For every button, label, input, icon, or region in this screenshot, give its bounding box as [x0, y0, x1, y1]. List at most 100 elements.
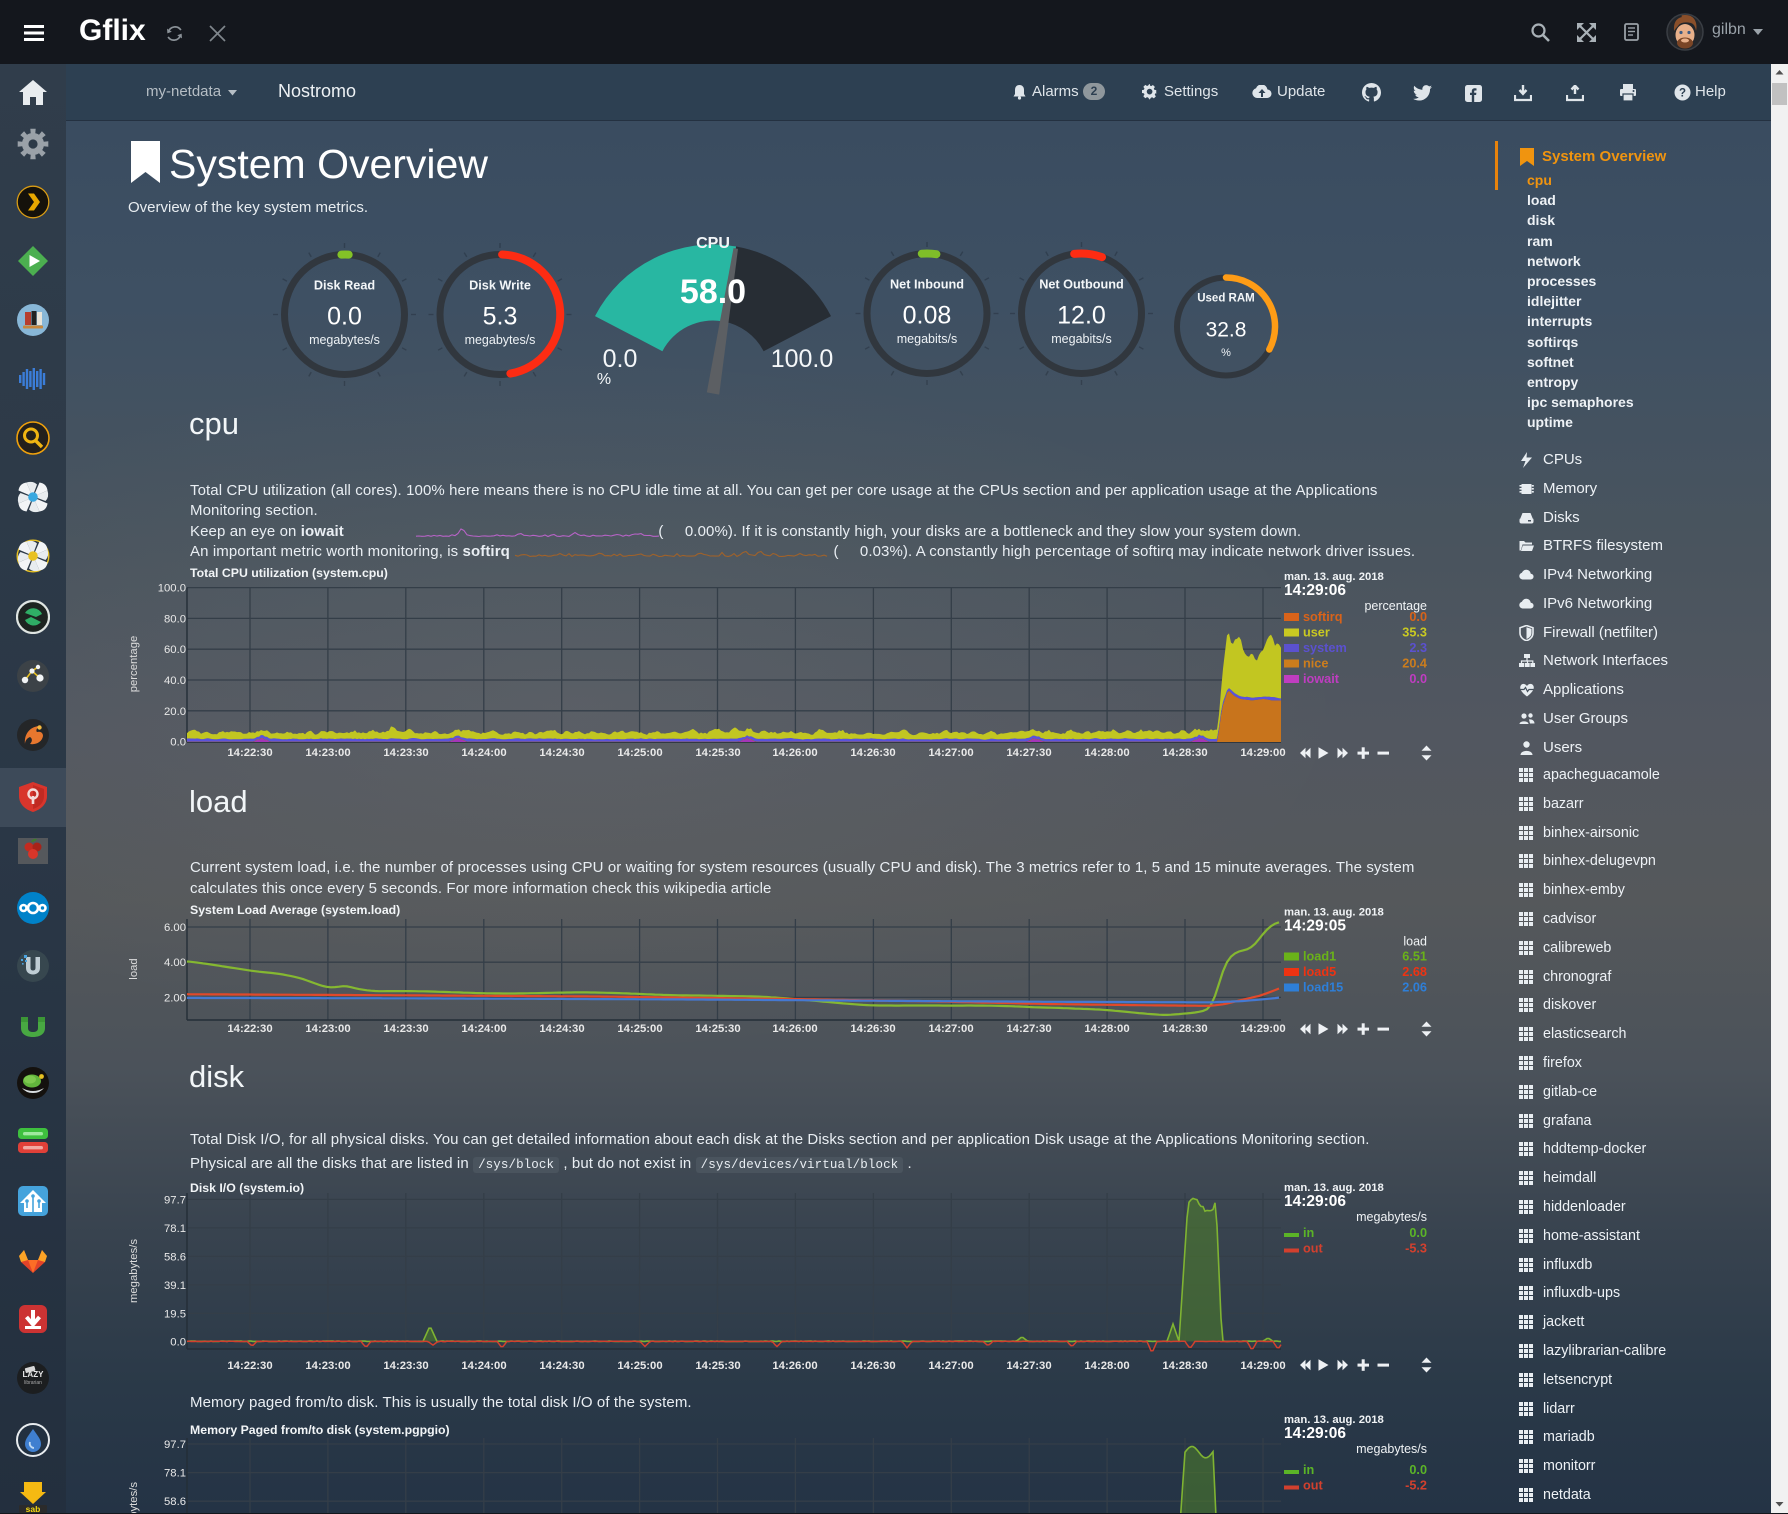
- svg-text:megabytes/s: megabytes/s: [309, 333, 380, 347]
- svg-text:0.08: 0.08: [903, 302, 952, 330]
- svg-text:out: out: [1303, 1479, 1324, 1493]
- svg-text:megabytes/s: megabytes/s: [465, 333, 536, 347]
- svg-text:6.00: 6.00: [164, 922, 186, 934]
- svg-text:14:23:30: 14:23:30: [383, 1023, 428, 1035]
- svg-text:14:25:00: 14:25:00: [617, 747, 662, 759]
- svg-text:%: %: [1221, 347, 1231, 359]
- svg-text:Disk Write: Disk Write: [469, 279, 531, 293]
- svg-text:14:25:30: 14:25:30: [695, 747, 740, 759]
- svg-text:load: load: [128, 958, 140, 979]
- svg-text:14:29:06: 14:29:06: [1284, 1193, 1346, 1210]
- svg-text:iowait: iowait: [1303, 672, 1340, 686]
- svg-text:14:27:00: 14:27:00: [928, 1360, 973, 1372]
- svg-text:14:27:00: 14:27:00: [928, 1023, 973, 1035]
- svg-text:0.0: 0.0: [603, 345, 638, 373]
- svg-text:man. 13. aug. 2018: man. 13. aug. 2018: [1284, 1182, 1384, 1194]
- svg-text:60.0: 60.0: [164, 644, 186, 656]
- svg-text:14:27:30: 14:27:30: [1006, 1360, 1051, 1372]
- svg-text:14:29:00: 14:29:00: [1240, 747, 1285, 759]
- svg-text:0.0: 0.0: [1409, 672, 1427, 686]
- svg-text:Net Outbound: Net Outbound: [1039, 278, 1124, 292]
- svg-text:2.3: 2.3: [1409, 641, 1427, 655]
- svg-text:58.6: 58.6: [164, 1251, 186, 1263]
- svg-text:2.68: 2.68: [1402, 965, 1427, 979]
- svg-text:nice: nice: [1303, 657, 1328, 671]
- svg-text:load5: load5: [1303, 965, 1336, 979]
- svg-text:percentage: percentage: [1364, 599, 1427, 613]
- svg-text:100.0: 100.0: [771, 345, 834, 373]
- svg-text:-5.3: -5.3: [1405, 1242, 1427, 1256]
- svg-text:load1: load1: [1303, 950, 1336, 964]
- svg-text:14:22:30: 14:22:30: [227, 1023, 272, 1035]
- svg-text:14:28:00: 14:28:00: [1084, 1360, 1129, 1372]
- svg-text:14:25:30: 14:25:30: [695, 1360, 740, 1372]
- svg-text:-5.2: -5.2: [1405, 1479, 1427, 1493]
- svg-text:14:28:30: 14:28:30: [1162, 747, 1207, 759]
- svg-text:14:26:00: 14:26:00: [772, 747, 817, 759]
- svg-text:load: load: [1403, 935, 1427, 949]
- svg-text:80.0: 80.0: [164, 613, 186, 625]
- svg-text:14:28:00: 14:28:00: [1084, 747, 1129, 759]
- svg-text:14:26:00: 14:26:00: [772, 1360, 817, 1372]
- svg-text:megabytes/s: megabytes/s: [128, 1482, 140, 1513]
- svg-text:14:26:00: 14:26:00: [772, 1023, 817, 1035]
- svg-text:14:22:30: 14:22:30: [227, 747, 272, 759]
- svg-text:14:28:00: 14:28:00: [1084, 1023, 1129, 1035]
- svg-text:14:26:30: 14:26:30: [850, 1023, 895, 1035]
- svg-text:System Load Average (system.lo: System Load Average (system.load): [190, 903, 400, 917]
- svg-text:megabytes/s: megabytes/s: [1356, 1442, 1427, 1456]
- svg-text:14:27:00: 14:27:00: [928, 747, 973, 759]
- svg-text:14:24:30: 14:24:30: [539, 1360, 584, 1372]
- svg-text:Memory Paged from/to disk (sys: Memory Paged from/to disk (system.pgpgio…: [190, 1423, 450, 1437]
- svg-text:14:25:00: 14:25:00: [617, 1023, 662, 1035]
- svg-text:load15: load15: [1303, 981, 1343, 995]
- svg-text:14:29:05: 14:29:05: [1284, 918, 1346, 935]
- svg-text:Total CPU utilization (system.: Total CPU utilization (system.cpu): [190, 566, 388, 580]
- svg-text:14:27:30: 14:27:30: [1006, 747, 1051, 759]
- svg-text:2.00: 2.00: [164, 992, 186, 1004]
- svg-text:LAZY: LAZY: [23, 1370, 45, 1379]
- svg-text:5.3: 5.3: [483, 303, 518, 331]
- svg-text:in: in: [1303, 1463, 1314, 1477]
- svg-text:softirq: softirq: [1303, 610, 1342, 624]
- svg-text:megabits/s: megabits/s: [1051, 332, 1111, 346]
- svg-text:97.7: 97.7: [164, 1194, 186, 1206]
- svg-text:0.0: 0.0: [1409, 1463, 1427, 1477]
- svg-text:Used RAM: Used RAM: [1197, 293, 1255, 305]
- svg-text:CPU: CPU: [696, 235, 730, 252]
- svg-text:librarian: librarian: [24, 1380, 42, 1386]
- svg-text:man. 13. aug. 2018: man. 13. aug. 2018: [1284, 571, 1384, 583]
- svg-text:system: system: [1303, 641, 1347, 655]
- svg-text:0.0: 0.0: [327, 303, 362, 331]
- svg-text:14:29:06: 14:29:06: [1284, 1425, 1346, 1442]
- svg-text:58.6: 58.6: [164, 1496, 186, 1508]
- svg-text:megabits/s: megabits/s: [897, 332, 957, 346]
- svg-text:sab: sab: [26, 1504, 41, 1514]
- svg-text:Disk I/O (system.io): Disk I/O (system.io): [190, 1181, 304, 1195]
- svg-text:14:29:00: 14:29:00: [1240, 1360, 1285, 1372]
- svg-text:32.8: 32.8: [1206, 319, 1247, 342]
- svg-text:?: ?: [1679, 88, 1686, 100]
- svg-text:Net Inbound: Net Inbound: [890, 278, 964, 292]
- svg-text:14:25:30: 14:25:30: [695, 1023, 740, 1035]
- svg-text:14:23:00: 14:23:00: [305, 1360, 350, 1372]
- svg-text:14:23:00: 14:23:00: [305, 747, 350, 759]
- svg-text:14:26:30: 14:26:30: [850, 1360, 895, 1372]
- svg-text:megabytes/s: megabytes/s: [1356, 1210, 1427, 1224]
- svg-text:percentage: percentage: [128, 636, 140, 693]
- svg-text:14:23:30: 14:23:30: [383, 1360, 428, 1372]
- svg-text:megabytes/s: megabytes/s: [128, 1239, 140, 1303]
- svg-text:14:29:06: 14:29:06: [1284, 582, 1346, 599]
- svg-text:39.1: 39.1: [164, 1280, 186, 1292]
- svg-text:14:25:00: 14:25:00: [617, 1360, 662, 1372]
- svg-text:Disk Read: Disk Read: [314, 279, 375, 293]
- svg-text:20.0: 20.0: [164, 706, 186, 718]
- svg-text:14:24:30: 14:24:30: [539, 1023, 584, 1035]
- svg-text:0.0: 0.0: [1409, 1226, 1427, 1240]
- svg-text:40.0: 40.0: [164, 675, 186, 687]
- svg-text:14:24:00: 14:24:00: [461, 1023, 506, 1035]
- svg-text:user: user: [1303, 626, 1330, 640]
- svg-text:14:28:30: 14:28:30: [1162, 1360, 1207, 1372]
- svg-text:97.7: 97.7: [164, 1439, 186, 1451]
- svg-text:14:28:30: 14:28:30: [1162, 1023, 1207, 1035]
